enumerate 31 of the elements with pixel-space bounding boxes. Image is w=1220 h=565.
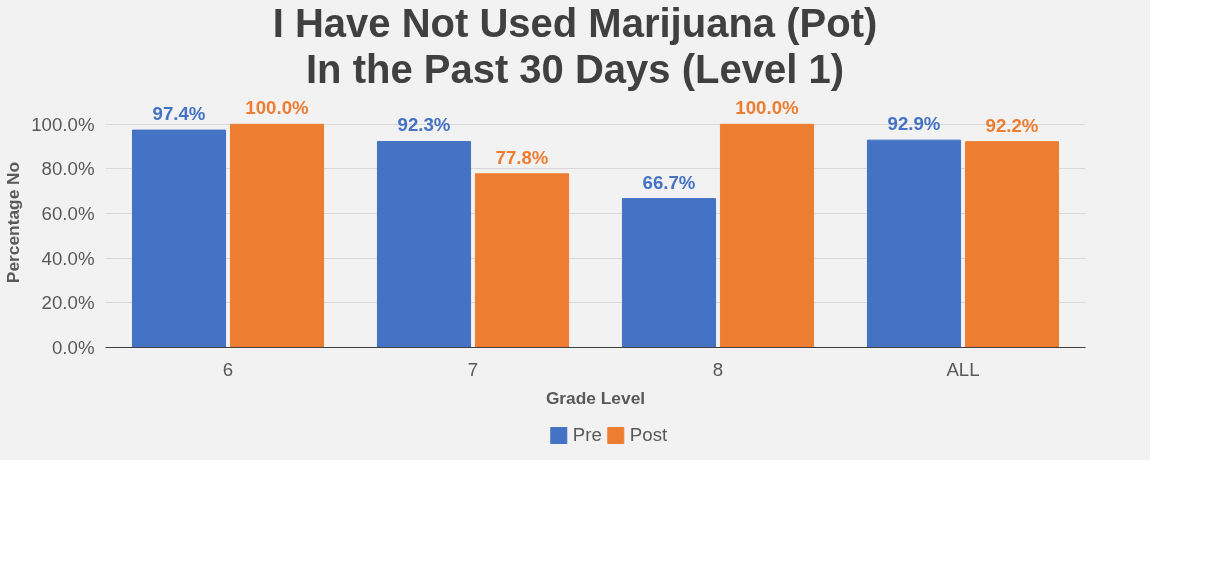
bar (866, 139, 962, 348)
data-label: 100.0% (735, 97, 800, 119)
bar (621, 198, 717, 348)
bar (376, 140, 472, 348)
chart-title: I Have Not Used Marijuana (Pot) In the Past 30 Days (Level 1) (272, 0, 878, 92)
bar (229, 123, 325, 348)
y-tick-label: 100.0% (31, 113, 95, 135)
bar (474, 173, 570, 348)
y-tick-label: 40.0% (41, 247, 95, 269)
data-label: 92.2% (985, 114, 1039, 136)
y-tick-label: 60.0% (41, 203, 95, 225)
data-label: 100.0% (245, 97, 310, 119)
y-axis-title: Percentage No (3, 161, 24, 284)
data-label: 92.9% (887, 113, 941, 135)
data-label: 66.7% (642, 171, 696, 193)
data-label: 92.3% (397, 114, 451, 136)
x-tick-label: 7 (467, 358, 479, 380)
x-tick-label: 8 (712, 358, 724, 380)
x-tick-label: ALL (946, 358, 980, 380)
y-tick-label: 0.0% (51, 337, 95, 358)
y-tick-label: 20.0% (41, 292, 95, 314)
bar (964, 141, 1060, 348)
legend-label: Post (629, 424, 668, 446)
x-axis-title: Grade Level (545, 387, 646, 408)
x-tick-label: 6 (222, 358, 234, 380)
data-label: 77.8% (495, 146, 549, 168)
legend-label: Pre (572, 424, 602, 446)
bar (719, 123, 815, 348)
y-tick-label: 80.0% (41, 158, 95, 180)
bar (131, 129, 227, 348)
data-label: 97.4% (152, 103, 206, 125)
